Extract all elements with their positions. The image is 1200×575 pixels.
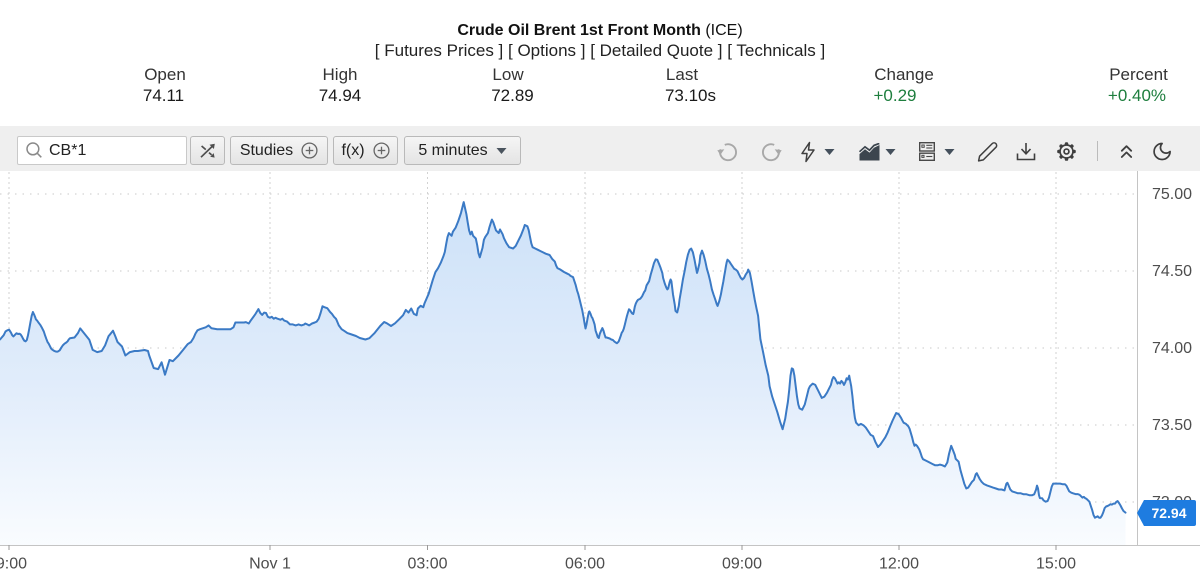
svg-text:75.00: 75.00 — [1152, 186, 1192, 203]
svg-text:06:00: 06:00 — [565, 556, 605, 573]
svg-text:74.50: 74.50 — [1152, 263, 1192, 280]
svg-text:Nov 1: Nov 1 — [249, 556, 291, 573]
svg-text:09:00: 09:00 — [722, 556, 762, 573]
svg-text:19:00: 19:00 — [0, 556, 27, 573]
svg-text:15:00: 15:00 — [1036, 556, 1076, 573]
svg-text:74.00: 74.00 — [1152, 340, 1192, 357]
svg-text:73.50: 73.50 — [1152, 417, 1192, 434]
svg-text:72.94: 72.94 — [1151, 505, 1186, 521]
svg-text:12:00: 12:00 — [879, 556, 919, 573]
svg-text:03:00: 03:00 — [407, 556, 447, 573]
